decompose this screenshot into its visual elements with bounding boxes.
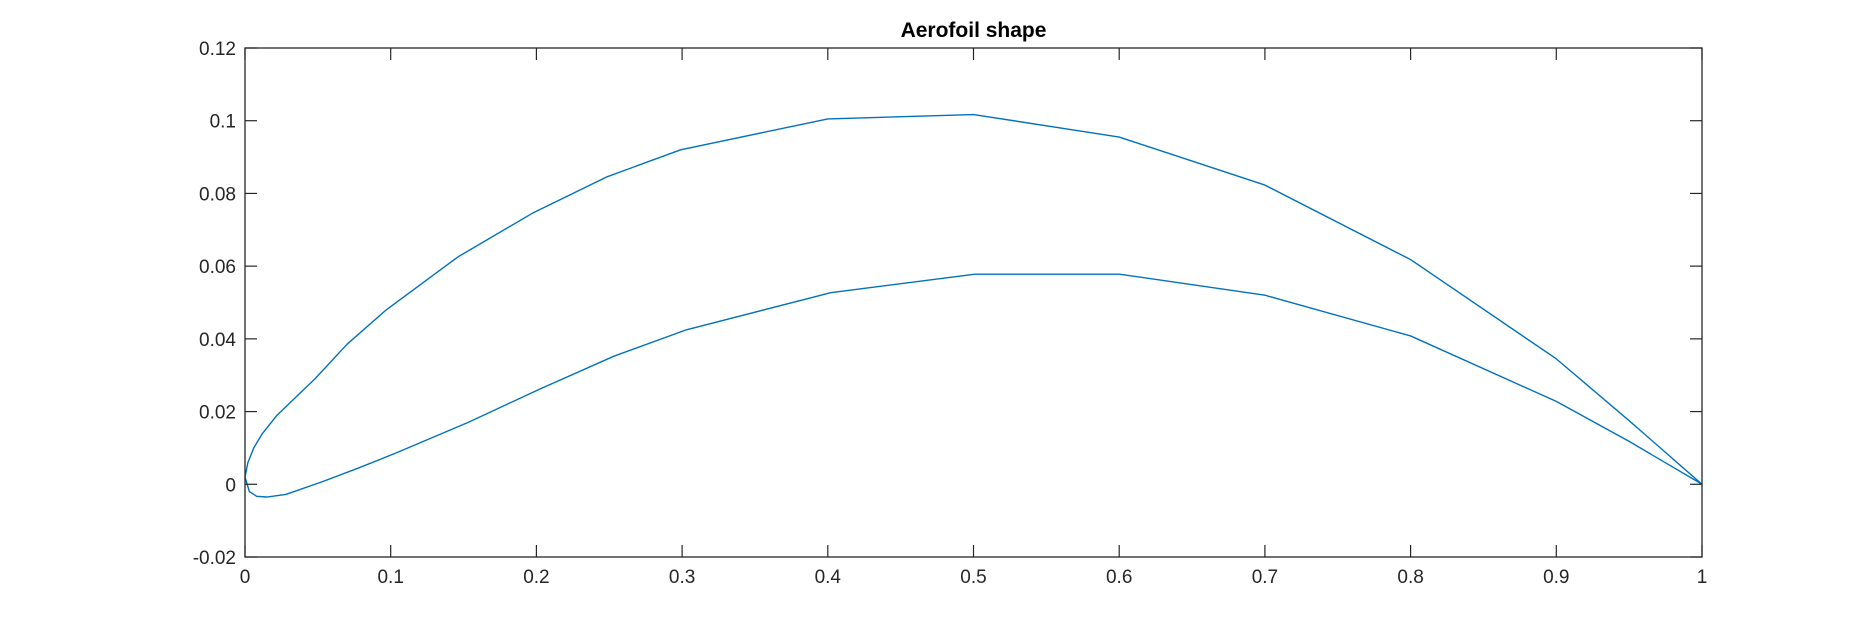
x-tick-label: 0	[240, 567, 251, 588]
x-tick-label: 0.5	[960, 567, 986, 588]
upper-surface-line	[244, 113, 1703, 485]
x-tick-label: 0.2	[523, 567, 549, 588]
y-tick-label: 0.06	[199, 257, 236, 278]
x-tick-label: 1	[1697, 567, 1708, 588]
x-tick-label: 0.3	[669, 567, 695, 588]
y-tick-label: 0.1	[210, 112, 236, 133]
chart-title: Aerofoil shape	[901, 19, 1047, 42]
y-tick-label: 0.08	[199, 184, 236, 205]
plot-area	[245, 48, 1702, 557]
x-tick-label: 0.1	[377, 567, 403, 588]
x-tick-label: 0.9	[1543, 567, 1569, 588]
series-layer	[244, 113, 1703, 498]
y-tick-label: 0.12	[199, 39, 236, 60]
y-tick-label: 0	[225, 475, 236, 496]
x-tick-label: 0.6	[1106, 567, 1132, 588]
axes-box	[244, 47, 1703, 558]
lower-surface-line	[244, 273, 1703, 498]
x-tick-label: 0.7	[1252, 567, 1278, 588]
y-tick-label: 0.02	[199, 403, 236, 424]
y-tick-label: 0.04	[199, 330, 236, 351]
x-tick-label: 0.4	[815, 567, 842, 588]
y-tick-label: -0.02	[193, 548, 236, 569]
x-tick-label: 0.8	[1397, 567, 1423, 588]
tick-label-layer: 0 0.1 0.2 0.3 0.4 0.5 0.6 0.7 0.8 0.9 1-0.0200.020…	[193, 39, 1708, 588]
